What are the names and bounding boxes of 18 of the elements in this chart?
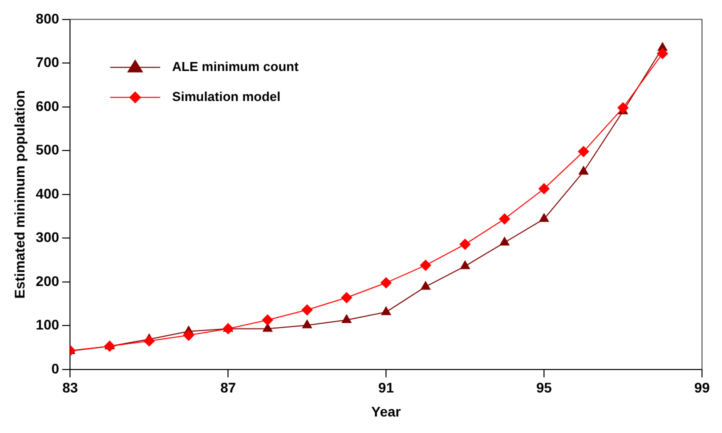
legend-label: Simulation model (172, 88, 280, 104)
y-tick-label: 100 (36, 316, 60, 333)
x-tick-label: 87 (220, 380, 236, 396)
y-tick-label: 500 (36, 142, 60, 158)
y-axis-title: Estimated minimum population (11, 90, 28, 299)
x-tick-label: 91 (378, 380, 394, 396)
x-axis-title: Year (371, 403, 402, 420)
y-tick-label: 200 (36, 272, 60, 289)
y-tick-label: 600 (36, 98, 60, 114)
y-tick-label: 400 (36, 185, 60, 202)
y-tick-label: 300 (36, 229, 60, 246)
y-tick-label: 700 (36, 54, 60, 70)
y-tick-label: 800 (36, 10, 60, 26)
legend-label: ALE minimum count (172, 58, 300, 74)
x-tick-label: 83 (62, 380, 78, 396)
y-tick-label: 0 (51, 360, 60, 376)
x-tick-label: 99 (694, 380, 710, 396)
x-tick-label: 95 (536, 380, 552, 396)
